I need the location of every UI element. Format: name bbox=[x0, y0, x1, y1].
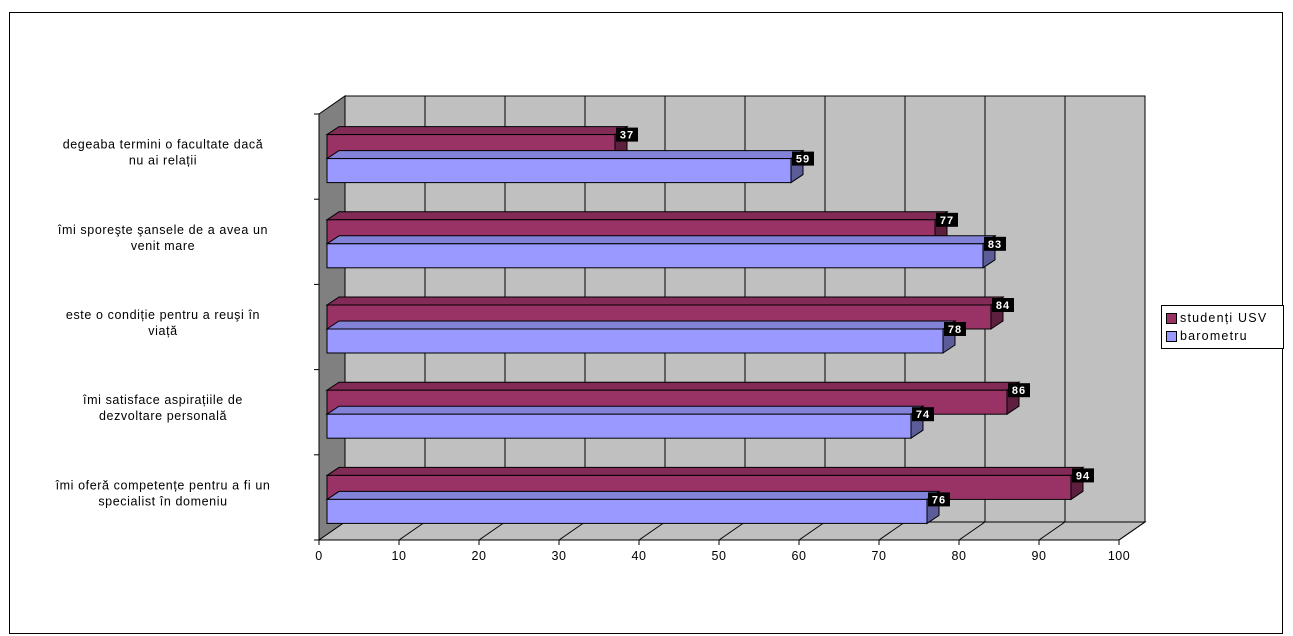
bar-barometru bbox=[325, 320, 957, 354]
data-label: 74 bbox=[916, 409, 930, 421]
bar-barometru bbox=[325, 490, 941, 525]
floor-gridline bbox=[558, 521, 586, 541]
bar-top-face bbox=[325, 126, 629, 136]
category-label: îmi oferă competențe pentru a fi un bbox=[55, 478, 271, 492]
bar-barometru bbox=[325, 234, 997, 269]
category-label: viață bbox=[148, 324, 177, 338]
data-label-box bbox=[936, 212, 958, 227]
x-tick-label: 20 bbox=[472, 549, 487, 563]
floor-gridline bbox=[718, 521, 746, 541]
x-tick-label: 30 bbox=[552, 549, 567, 563]
data-label-box bbox=[992, 298, 1014, 312]
data-label: 86 bbox=[1012, 385, 1026, 397]
x-tick-label: 10 bbox=[392, 549, 407, 563]
category-label: este o condiție pentru a reuşi în bbox=[66, 308, 260, 322]
bar-barometru bbox=[325, 149, 805, 184]
floor-gridline bbox=[958, 521, 986, 541]
bar-front-face bbox=[326, 498, 928, 524]
data-label-box bbox=[792, 151, 814, 166]
floor-gridline bbox=[638, 521, 666, 541]
bar-front-face bbox=[326, 413, 912, 439]
bar-front-face bbox=[326, 158, 792, 184]
x-tick-label: 60 bbox=[792, 549, 807, 563]
bar-top-face bbox=[325, 405, 925, 415]
legend-label-series-1: studenți USV bbox=[1180, 311, 1268, 325]
category-label: îmi satisface aspirațiile de bbox=[82, 393, 243, 407]
category-label: degeaba termini o facultate dacă bbox=[63, 138, 264, 152]
x-tick-label: 40 bbox=[632, 549, 647, 563]
data-label: 59 bbox=[796, 154, 810, 166]
data-label: 76 bbox=[932, 494, 946, 506]
data-label: 78 bbox=[948, 324, 962, 336]
bar-front-face bbox=[326, 243, 984, 269]
floor-gridline bbox=[798, 521, 826, 541]
legend-item-series-1: studenți USV bbox=[1166, 310, 1267, 326]
bar-top-face bbox=[325, 381, 1021, 391]
floor-gridline bbox=[398, 521, 426, 541]
legend-swatch-series-1 bbox=[1166, 312, 1177, 324]
data-label: 84 bbox=[996, 300, 1010, 312]
bar-top-face bbox=[325, 150, 805, 160]
bar-top-face bbox=[325, 490, 941, 500]
data-label: 77 bbox=[940, 215, 954, 227]
data-label: 37 bbox=[620, 130, 634, 142]
x-tick-label: 70 bbox=[872, 549, 887, 563]
x-tick-label: 50 bbox=[712, 549, 727, 563]
x-tick-label: 90 bbox=[1032, 549, 1047, 563]
bar-barometru bbox=[325, 405, 925, 440]
x-tick-label: 80 bbox=[952, 549, 967, 563]
data-label: 83 bbox=[988, 239, 1002, 251]
category-label: nu ai relații bbox=[129, 154, 197, 168]
floor-gridline bbox=[478, 521, 506, 541]
bar-top-face bbox=[325, 296, 1005, 306]
legend-label-series-2: barometru bbox=[1180, 329, 1248, 343]
bar-top-face bbox=[325, 211, 949, 221]
category-label: venit mare bbox=[131, 239, 195, 253]
data-label: 94 bbox=[1076, 470, 1090, 482]
floor-gridline bbox=[1118, 521, 1146, 541]
x-tick-label: 100 bbox=[1108, 549, 1130, 563]
category-label: specialist în domeniu bbox=[98, 494, 227, 508]
category-label: îmi sporeşte şansele de a avea un bbox=[57, 223, 268, 237]
data-label-box bbox=[928, 492, 950, 507]
data-label-box bbox=[616, 127, 638, 142]
legend-item-series-2: barometru bbox=[1166, 328, 1248, 344]
floor-gridline bbox=[1038, 521, 1066, 541]
legend: studenți USV barometru bbox=[1161, 305, 1284, 349]
data-label-box bbox=[1008, 383, 1030, 398]
floor-gridline bbox=[878, 521, 906, 541]
data-label-box bbox=[944, 322, 966, 336]
category-label: dezvoltare personală bbox=[99, 409, 227, 423]
data-label-box bbox=[912, 407, 934, 422]
bar-front-face bbox=[326, 328, 944, 354]
data-label-box bbox=[984, 236, 1006, 251]
data-label-box bbox=[1072, 468, 1094, 483]
bar-top-face bbox=[325, 235, 997, 245]
bar-top-face bbox=[325, 320, 957, 330]
legend-swatch-series-2 bbox=[1166, 330, 1177, 342]
x-tick-label: 0 bbox=[315, 549, 322, 563]
bar-top-face bbox=[325, 466, 1085, 476]
